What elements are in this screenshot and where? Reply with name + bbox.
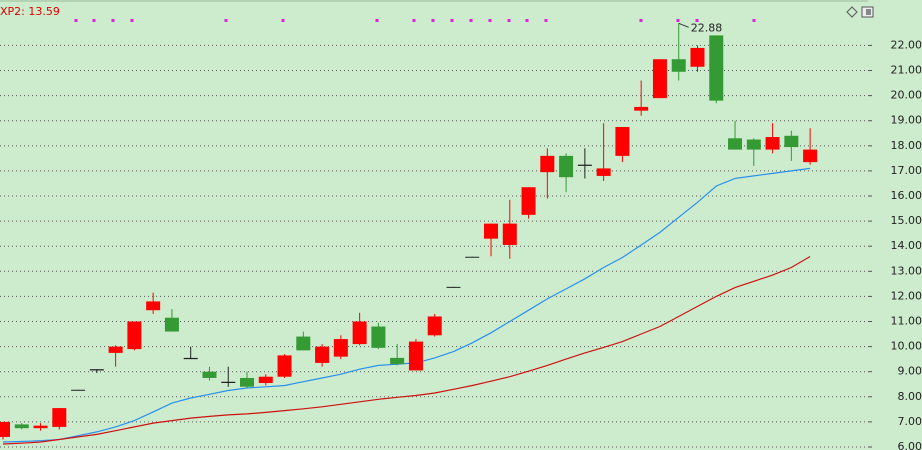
candle-body (765, 137, 780, 150)
y-tick-label: 7.00 (898, 415, 922, 428)
y-tick-label: 17.00 (891, 164, 922, 177)
candle-body (671, 59, 686, 72)
candle-body (690, 47, 705, 67)
y-tick-label: 8.00 (898, 390, 922, 403)
candle-body (390, 357, 405, 365)
signal-dot (281, 19, 285, 22)
candle-body (277, 355, 292, 377)
max-annotation: 22.88 (691, 21, 723, 34)
y-tick-label: 19.00 (891, 114, 922, 127)
signal-dots (74, 19, 756, 22)
candle-body (221, 381, 236, 383)
candle-body (315, 346, 330, 363)
candle-body (634, 106, 649, 111)
signal-dot (412, 19, 416, 22)
y-tick-label: 18.00 (891, 139, 922, 152)
candle-body (202, 371, 217, 378)
signal-dot (488, 19, 492, 22)
window-icon-inner (866, 9, 871, 15)
y-tick-label: 21.00 (891, 64, 922, 77)
candle-body (33, 425, 48, 429)
candle-body (540, 155, 555, 173)
candle-body (577, 164, 592, 166)
candle-body (746, 139, 761, 150)
candle-body (408, 341, 423, 371)
signal-dot (431, 19, 435, 22)
y-tick-label: 12.00 (891, 289, 922, 302)
candle-body (89, 369, 104, 371)
candle-body (521, 187, 536, 215)
candle-body (803, 149, 818, 163)
candle-body (559, 155, 574, 178)
diamond-icon[interactable] (846, 6, 858, 18)
candle-body (427, 316, 442, 336)
y-tick-label: 13.00 (891, 264, 922, 277)
candle-body (371, 326, 386, 348)
signal-dot (450, 19, 454, 22)
candle-body (446, 286, 461, 288)
y-tick-label: 10.00 (891, 340, 922, 353)
signal-dot (544, 19, 548, 22)
candle-body (240, 377, 255, 387)
candle-body (709, 35, 724, 101)
signal-dot (92, 19, 96, 22)
signal-dot (525, 19, 529, 22)
candle-body (615, 126, 630, 156)
indicator-label: XP2: 13.59 (0, 5, 60, 18)
signal-dot (74, 19, 78, 22)
candle-body (183, 357, 198, 360)
candle-body (652, 59, 667, 99)
y-tick-label: 22.00 (891, 38, 922, 51)
y-tick-label: 14.00 (891, 239, 922, 252)
signal-dot (695, 19, 699, 22)
candle-body (127, 321, 142, 350)
candle-body (502, 223, 517, 245)
candle-body (333, 339, 348, 357)
candle-body (146, 301, 161, 311)
signal-dot (752, 19, 756, 22)
candle-body (258, 376, 273, 383)
candle-body (164, 317, 179, 332)
y-tick-label: 16.00 (891, 189, 922, 202)
y-tick-label: 9.00 (898, 365, 922, 378)
candle-body (108, 346, 123, 353)
y-tick-label: 6.00 (898, 440, 922, 450)
signal-dot (130, 19, 134, 22)
candle-body (784, 135, 799, 148)
y-tick-label: 15.00 (891, 214, 922, 227)
annotation-arrow (678, 22, 689, 28)
signal-dot (469, 19, 473, 22)
y-tick-label: 20.00 (891, 89, 922, 102)
candle-body (52, 408, 67, 427)
candle-body (0, 421, 10, 437)
candle-body (71, 389, 86, 391)
candle-body (596, 168, 611, 176)
signal-dot (676, 19, 680, 22)
candle-body (296, 336, 311, 351)
candle-body (728, 138, 743, 150)
ma-line (2, 167, 811, 443)
candle-body (465, 256, 480, 258)
signal-dot (375, 19, 379, 22)
signal-dot (507, 19, 511, 22)
candle-body (352, 321, 367, 345)
y-tick-label: 11.00 (891, 315, 922, 328)
signal-dot (111, 19, 115, 22)
ma-line (2, 255, 811, 445)
signal-dot (639, 19, 643, 22)
candle-body (14, 424, 29, 429)
signal-dot (224, 19, 228, 22)
candle-body (484, 223, 499, 239)
